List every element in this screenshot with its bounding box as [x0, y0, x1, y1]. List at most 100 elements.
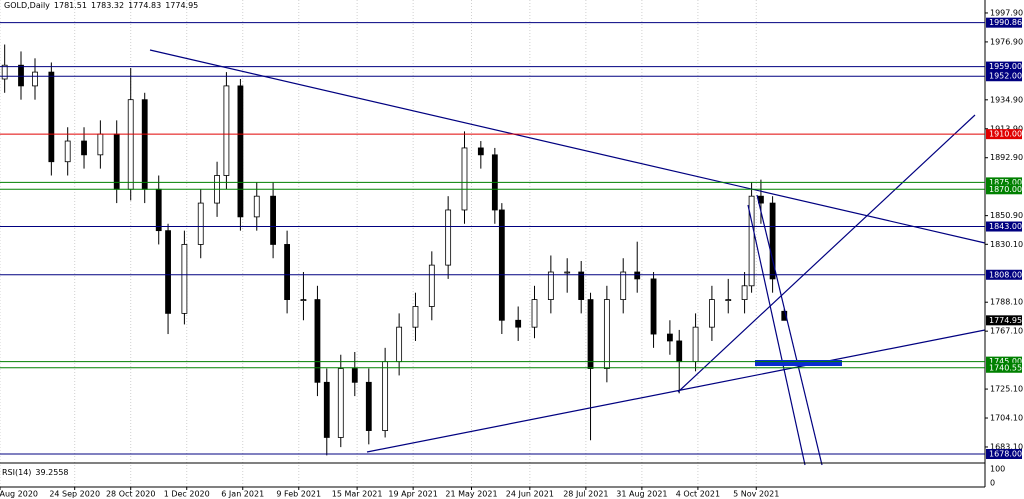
candle-body — [709, 299, 715, 328]
candle-body — [141, 99, 148, 190]
candle-body — [314, 299, 321, 383]
candle-body — [113, 133, 120, 190]
y-tick-label: 1704.10 — [990, 414, 1023, 423]
trend-line — [677, 114, 976, 393]
trend-line — [756, 194, 823, 466]
candle-body — [461, 147, 468, 211]
trend-line — [747, 204, 806, 466]
candle-body — [365, 381, 372, 431]
level-label: 1745.00 — [989, 357, 1022, 366]
level-label: 1740.55 — [989, 363, 1022, 372]
level-label-box — [986, 184, 1022, 195]
candle-body — [237, 85, 244, 218]
candle-body — [515, 319, 522, 328]
close: 1774.95 — [165, 1, 198, 10]
candle-body — [48, 71, 55, 163]
x-tick-label: 31 Aug 2021 — [616, 490, 667, 499]
level-label-box — [986, 362, 1022, 373]
candle-body — [445, 209, 452, 266]
candle-body — [64, 140, 71, 163]
x-tick-label: 24 Sep 2020 — [49, 490, 100, 499]
candle-body — [620, 271, 627, 300]
candle-body — [578, 271, 585, 300]
candle-body — [181, 244, 188, 314]
x-tick-label: 15 Mar 2021 — [332, 490, 383, 499]
candle-body — [725, 299, 732, 301]
level-label: 1678.00 — [989, 450, 1022, 459]
y-tick-label: 1913.90 — [990, 124, 1023, 133]
y-tick-label: 1767.10 — [990, 327, 1023, 336]
x-tick-label: 28 Jul 2021 — [563, 490, 608, 499]
y-tick-label: 1997.90 — [990, 8, 1023, 17]
header: GOLD,Daily 1781.51 1783.32 1774.83 1774.95 — [4, 1, 198, 10]
candle-body — [769, 202, 776, 280]
candle-body — [603, 299, 610, 369]
level-label: 1808.00 — [989, 270, 1022, 279]
x-tick-label: 4 Oct 2021 — [676, 490, 720, 499]
level-label-box — [986, 449, 1022, 460]
candle-body — [676, 340, 683, 363]
candle-body — [587, 299, 594, 369]
rsi-tick: 100 — [990, 465, 1005, 474]
x-tick-label: 19 Apr 2021 — [388, 490, 437, 499]
last-price-label: 1774.95 — [989, 316, 1022, 325]
candle-body — [323, 381, 330, 438]
candle-body — [564, 271, 571, 274]
level-label-box — [986, 221, 1022, 232]
level-label-box — [986, 177, 1022, 188]
trend-line — [366, 329, 986, 453]
y-tick-label: 1683.10 — [990, 442, 1023, 451]
candle-body — [477, 147, 484, 156]
x-tick-label: 24 Jun 2021 — [506, 490, 554, 499]
open: 1781.51 — [54, 1, 87, 10]
candle-body — [748, 195, 755, 287]
x-tick-label: 21 May 2021 — [445, 490, 497, 499]
y-tick-label: 1725.10 — [990, 385, 1023, 394]
trend-line — [149, 49, 986, 244]
y-tick-label: 1830.10 — [990, 240, 1023, 249]
x-tick-label: 9 Feb 2021 — [276, 490, 321, 499]
candle-body — [270, 195, 276, 245]
candle-body — [165, 230, 171, 314]
rsi-tick: 0 — [990, 479, 995, 488]
candle-body — [547, 271, 554, 300]
level-label: 1843.00 — [989, 222, 1022, 231]
level-label: 1952.00 — [989, 72, 1022, 81]
candle-body — [650, 278, 657, 335]
candle-body — [781, 310, 788, 321]
last-price-box — [986, 315, 1022, 326]
candle-body — [197, 202, 204, 245]
x-tick-label: 5 Nov 2021 — [733, 490, 779, 499]
candle-body — [382, 361, 389, 431]
y-tick-label: 1976.90 — [990, 37, 1023, 46]
level-label-box — [986, 269, 1022, 280]
candle-body — [97, 133, 104, 156]
rsi-name: RSI(14) — [2, 468, 31, 477]
candle-body — [1, 64, 8, 80]
candle-body — [81, 140, 87, 156]
candle-body — [253, 195, 260, 218]
level-label-box — [986, 17, 1022, 28]
level-label: 1875.00 — [989, 178, 1022, 187]
level-label: 1990.86 — [989, 18, 1022, 27]
candle-body — [428, 264, 435, 307]
candle-body — [531, 299, 538, 328]
candle-body — [32, 71, 38, 87]
level-label: 1870.00 — [989, 185, 1022, 194]
candle-body — [223, 85, 230, 176]
candle-body — [18, 64, 24, 87]
x-tick-label: 6 Jan 2021 — [221, 490, 264, 499]
candle-body — [300, 299, 307, 301]
candle-body — [155, 188, 162, 232]
candle-body — [337, 368, 344, 438]
y-tick-label: 1850.90 — [990, 211, 1023, 220]
level-label-box — [986, 71, 1022, 82]
high: 1783.32 — [91, 1, 124, 10]
candle-body — [498, 209, 505, 321]
level-label-box — [986, 356, 1022, 367]
candle-body — [692, 326, 699, 363]
rsi-label: RSI(14) 39.2558 — [2, 468, 69, 477]
x-tick-label: 28 Oct 2020 — [106, 490, 155, 499]
candle-body — [741, 285, 748, 300]
